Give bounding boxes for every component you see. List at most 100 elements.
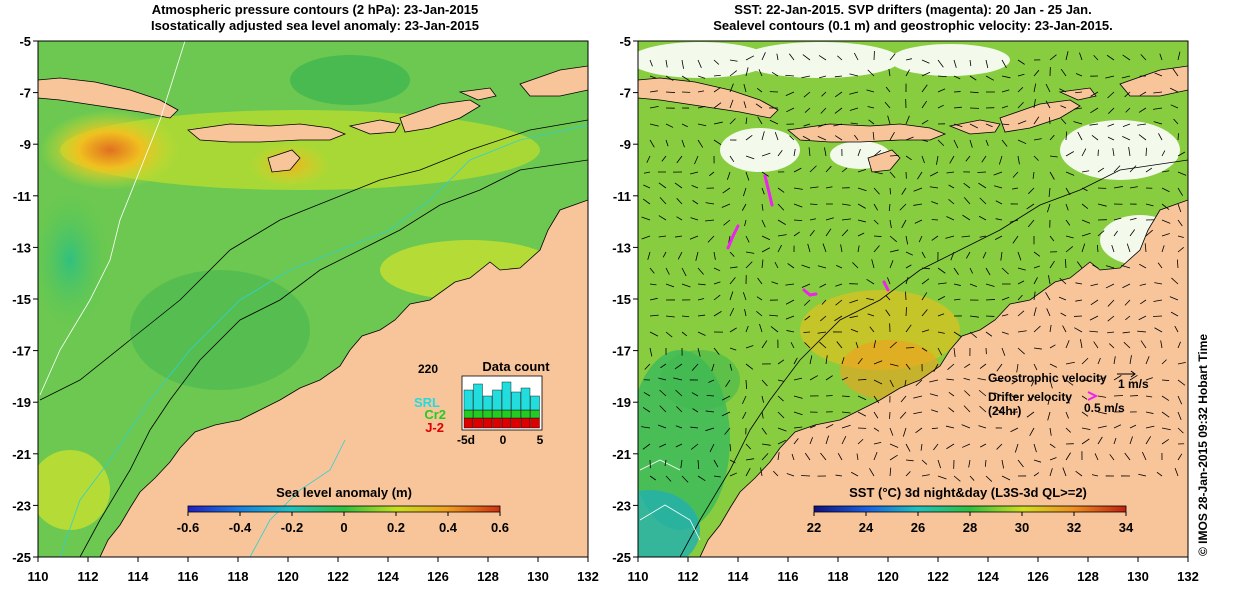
- lon-tick-label: 112: [678, 569, 699, 584]
- velocity-arrow: [729, 277, 736, 285]
- velocity-arrow: [1177, 51, 1181, 61]
- lon-tick-label: 124: [377, 569, 399, 584]
- right-colorbar-label: SST (°C) 3d night&day (L3S-3d QL>=2): [849, 485, 1087, 500]
- velocity-arrow: [1033, 69, 1040, 77]
- velocity-arrow: [985, 59, 989, 69]
- velocity-arrow: [1122, 331, 1131, 334]
- velocity-arrow: [969, 139, 973, 148]
- velocity-arrow: [1097, 357, 1101, 365]
- velocity-arrow: [905, 307, 907, 317]
- velocity-arrow: [1109, 454, 1115, 461]
- left-colorbar: [187, 505, 501, 513]
- velocity-arrow: [676, 155, 683, 164]
- data-count-xtick-0: -5d: [457, 433, 475, 447]
- velocity-arrow: [756, 296, 763, 301]
- velocity-arrow: [1049, 457, 1057, 461]
- velocity-arrow: [905, 291, 907, 301]
- velocity-arrow: [1062, 467, 1067, 477]
- velocity-arrow: [1001, 75, 1011, 79]
- velocity-arrow: [1065, 246, 1074, 253]
- velocity-arrow: [1145, 167, 1153, 173]
- velocity-arrow: [963, 405, 971, 413]
- velocity-arrow: [1017, 59, 1025, 65]
- velocity-arrow: [660, 363, 667, 369]
- velocity-arrow: [913, 395, 923, 399]
- velocity-arrow: [1113, 375, 1122, 381]
- velocity-arrow: [1017, 280, 1025, 285]
- velocity-arrow: [1157, 262, 1163, 269]
- velocity-arrow: [777, 379, 785, 382]
- velocity-arrow: [649, 314, 659, 317]
- velocity-arrow: [946, 378, 955, 381]
- velocity-arrow: [1145, 436, 1152, 445]
- velocity-arrow: [1105, 75, 1115, 79]
- data-count-bar: [511, 409, 521, 419]
- data-count-bar: [473, 383, 483, 411]
- velocity-arrow: [849, 91, 859, 95]
- velocity-arrow: [1079, 52, 1083, 61]
- velocity-arrow: [1161, 395, 1170, 401]
- velocity-arrow: [929, 171, 939, 177]
- velocity-arrow: [866, 297, 875, 301]
- lon-tick-label: 130: [1127, 569, 1149, 584]
- velocity-arrow: [836, 341, 843, 349]
- velocity-arrow: [1145, 203, 1154, 207]
- velocity-arrow: [697, 267, 704, 275]
- velocity-arrow: [1001, 59, 1007, 69]
- velocity-arrow: [936, 155, 939, 165]
- velocity-arrow: [694, 155, 699, 165]
- velocity-arrow: [659, 197, 667, 205]
- velocity-arrow: [676, 406, 683, 413]
- right-title-line1: SST: 22-Jan-2015. SVP drifters (magenta)…: [734, 2, 1092, 17]
- velocity-arrow: [745, 345, 754, 349]
- lat-tick-label: -21: [12, 447, 31, 462]
- velocity-arrow: [852, 262, 859, 269]
- velocity-arrow: [921, 278, 930, 285]
- velocity-arrow: [1001, 139, 1008, 147]
- velocity-arrow: [841, 218, 851, 221]
- velocity-arrow: [1065, 235, 1074, 239]
- lat-tick-label: -17: [612, 344, 631, 359]
- velocity-arrow: [866, 89, 875, 93]
- velocity-arrow: [873, 245, 880, 253]
- velocity-arrow: [1081, 243, 1086, 253]
- velocity-arrow: [821, 299, 827, 305]
- velocity-arrow: [665, 75, 674, 81]
- velocity-arrow: [867, 106, 875, 109]
- velocity-arrow: [1028, 187, 1035, 195]
- velocity-arrow: [1092, 264, 1099, 269]
- velocity-arrow: [1047, 395, 1051, 405]
- velocity-arrow: [905, 459, 914, 462]
- velocity-arrow: [777, 411, 785, 419]
- velocity-arrow: [948, 391, 955, 397]
- data-count-bar: [530, 409, 540, 419]
- velocity-arrow: [1145, 356, 1150, 365]
- colorbar-tick-label: -0.4: [229, 520, 252, 535]
- velocity-arrow: [953, 75, 961, 80]
- velocity-arrow: [713, 59, 720, 65]
- velocity-arrow: [649, 123, 659, 127]
- velocity-arrow: [726, 171, 731, 180]
- velocity-arrow: [665, 139, 669, 147]
- velocity-arrow: [1049, 344, 1056, 349]
- velocity-arrow: [1097, 395, 1107, 398]
- velocity-arrow: [786, 473, 795, 477]
- colorbar-tick-label: 0: [340, 520, 347, 535]
- velocity-arrow: [745, 363, 754, 370]
- velocity-arrow: [969, 59, 972, 67]
- colorbar-tick-label: 0.4: [439, 520, 458, 535]
- velocity-arrow: [649, 283, 657, 286]
- data-count-bar: [492, 409, 502, 419]
- velocity-arrow: [804, 452, 811, 461]
- velocity-arrow: [889, 154, 899, 157]
- velocity-arrow: [1090, 91, 1099, 97]
- velocity-arrow: [1001, 89, 1010, 93]
- velocity-arrow: [1122, 283, 1131, 289]
- velocity-arrow: [1113, 217, 1122, 221]
- velocity-arrow: [1152, 315, 1163, 317]
- velocity-arrow: [665, 283, 675, 288]
- velocity-arrow: [965, 155, 971, 162]
- velocity-arrow: [1128, 147, 1131, 157]
- lat-tick-label: -7: [19, 86, 31, 101]
